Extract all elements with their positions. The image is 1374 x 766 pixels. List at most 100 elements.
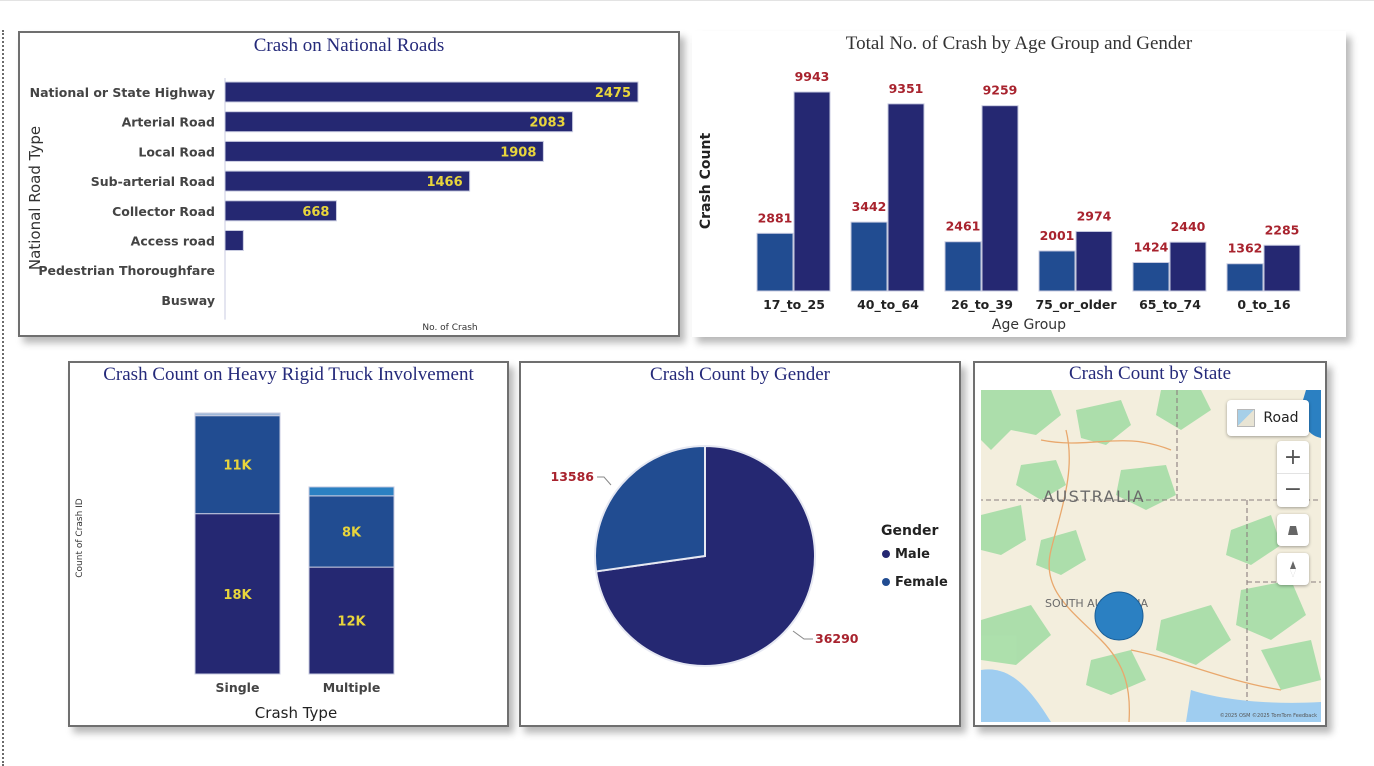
state-map-panel[interactable]: Crash Count by State (973, 361, 1327, 727)
gender-chart-title: Crash Count by Gender (650, 364, 830, 385)
highway-lines (1040, 429, 1282, 722)
truck-chart-title: Crash Count on Heavy Rigid Truck Involve… (103, 364, 474, 385)
road-type-tick-label: Arterial Road (122, 115, 215, 130)
age-group-data-label: 2285 (1265, 222, 1300, 237)
map-base-layer: AUSTRALIA SOUTH AUSTRALIA ©2025 OSM ©202… (981, 390, 1321, 722)
map-canvas[interactable]: AUSTRALIA SOUTH AUSTRALIA ©2025 OSM ©202… (981, 390, 1321, 722)
left-dotted-border (2, 30, 4, 766)
road-type-data-label: 668 (302, 205, 329, 220)
truck-crash-type-tick-label: Single (216, 680, 260, 695)
age-chart-x-axis-label: Age Group (992, 317, 1066, 333)
zoom-in-button[interactable]: + (1277, 441, 1309, 474)
pitch-button[interactable] (1277, 514, 1309, 546)
legend-female-label[interactable]: Female (895, 575, 948, 590)
vegetation-areas (981, 390, 1321, 695)
truck-segment-data-label: 8K (342, 525, 362, 540)
age-group-tick-label: 40_to_64 (857, 297, 919, 313)
truck-stacked-segment (194, 415, 281, 515)
road-type-tick-label: Collector Road (112, 204, 215, 219)
age-group-tick-label: 75_or_older (1035, 297, 1117, 313)
age-group-bar (1169, 241, 1207, 292)
map-label-australia: AUSTRALIA (1043, 487, 1145, 506)
legend-female-marker (882, 578, 890, 586)
age-group-data-label: 2440 (1171, 219, 1206, 234)
truck-chart-y-axis-label: Count of Crash ID (75, 498, 85, 578)
truck-stacked-segment (308, 495, 395, 568)
age-group-data-label: 9259 (983, 83, 1018, 98)
road-type-data-label: 2083 (529, 116, 565, 131)
truck-crash-type-tick-label: Multiple (323, 680, 381, 695)
south-australia-bubble[interactable] (1094, 591, 1144, 641)
road-type-bar-chart: National Road Type No. of Crash National… (26, 78, 639, 333)
gender-legend-title: Gender (881, 523, 938, 539)
age-chart-y-axis-label: Crash Count (698, 133, 714, 230)
age-group-data-label: 2461 (946, 219, 981, 234)
road-type-tick-label: Local Road (138, 144, 215, 159)
map-style-road-button[interactable]: Road (1227, 400, 1309, 436)
age-group-data-label: 2881 (758, 210, 793, 225)
road-type-bar (224, 230, 244, 251)
road-type-bar (224, 111, 574, 133)
truck-stacked-segment (308, 486, 395, 497)
truck-stacked-segment (308, 566, 395, 675)
road-type-tick-label: National or State Highway (30, 85, 215, 100)
road-type-data-label: 1908 (500, 145, 536, 160)
age-group-bar (887, 103, 925, 292)
age-group-data-label: 1424 (1134, 239, 1169, 254)
top-divider (0, 0, 1374, 1)
compass-icon (1290, 561, 1296, 577)
age-group-bar (850, 221, 888, 292)
road-button-label: Road (1263, 410, 1299, 426)
road-type-data-label: 2475 (595, 86, 631, 101)
age-group-data-label: 9351 (889, 81, 924, 96)
age-group-data-label: 2974 (1077, 208, 1112, 223)
truck-segment-data-label: 12K (337, 615, 366, 630)
age-group-bar (1263, 244, 1301, 292)
gender-pie-chart-panel[interactable]: Crash Count by Gender Gender Male Female… (519, 361, 961, 727)
road-type-tick-label: Access road (131, 234, 215, 249)
road-type-tick-label: Busway (161, 293, 215, 308)
male-leader-line (792, 630, 813, 640)
age-group-bar (1226, 263, 1264, 292)
female-leader-line (597, 476, 612, 486)
map-attribution: ©2025 OSM ©2025 TomTom Feedback (1220, 712, 1317, 719)
truck-chart-x-axis-label: Crash Type (255, 704, 337, 722)
road-type-bar (224, 81, 639, 103)
road-chart-title: Crash on National Roads (253, 35, 445, 56)
age-group-bar (944, 241, 982, 292)
zoom-out-button[interactable]: − (1283, 477, 1303, 502)
age-group-tick-label: 65_to_74 (1139, 297, 1201, 313)
road-chart-x-axis-label: No. of Crash (422, 323, 477, 333)
road-type-bar (224, 170, 471, 192)
road-chart-y-axis-label: National Road Type (26, 126, 44, 270)
road-type-tick-label: Sub-arterial Road (91, 174, 215, 189)
road-type-chart-panel[interactable]: Crash on National Roads National Road Ty… (18, 31, 680, 337)
age-group-tick-label: 17_to_25 (763, 297, 825, 313)
truck-stacked-segment (194, 513, 281, 675)
age-group-tick-label: 0_to_16 (1237, 297, 1290, 313)
age-group-bar (1075, 230, 1113, 292)
road-type-bar (224, 200, 337, 222)
age-group-data-label: 9943 (795, 69, 830, 84)
bay-area (1186, 690, 1321, 722)
age-group-bar (1038, 250, 1076, 292)
female-data-label: 13586 (551, 469, 595, 484)
gender-pie-chart: Gender Male Female 36290 13586 (551, 444, 948, 667)
road-type-tick-label: Pedestrian Thoroughfare (38, 263, 215, 278)
truck-stacked-bar-chart: Count of Crash ID Crash Type 18K 11K Singl… (75, 412, 395, 722)
legend-male-marker (882, 550, 890, 558)
ocean-area (981, 669, 1051, 722)
age-chart-title: Total No. of Crash by Age Group and Gend… (845, 33, 1193, 54)
age-group-bar (1132, 261, 1170, 292)
road-type-bar (224, 140, 544, 162)
legend-male-label[interactable]: Male (895, 547, 930, 562)
compass-button[interactable] (1277, 553, 1309, 585)
male-data-label: 36290 (815, 631, 859, 646)
age-group-data-label: 1362 (1228, 241, 1263, 256)
truck-involvement-chart-panel[interactable]: Crash Count on Heavy Rigid Truck Involve… (68, 361, 509, 727)
age-gender-chart-panel[interactable]: Total No. of Crash by Age Group and Gend… (692, 31, 1346, 337)
truck-segment-data-label: 18K (223, 588, 252, 603)
age-group-tick-label: 26_to_39 (951, 297, 1013, 313)
map-title: Crash Count by State (1068, 363, 1232, 384)
truck-stacked-segment (194, 412, 281, 417)
